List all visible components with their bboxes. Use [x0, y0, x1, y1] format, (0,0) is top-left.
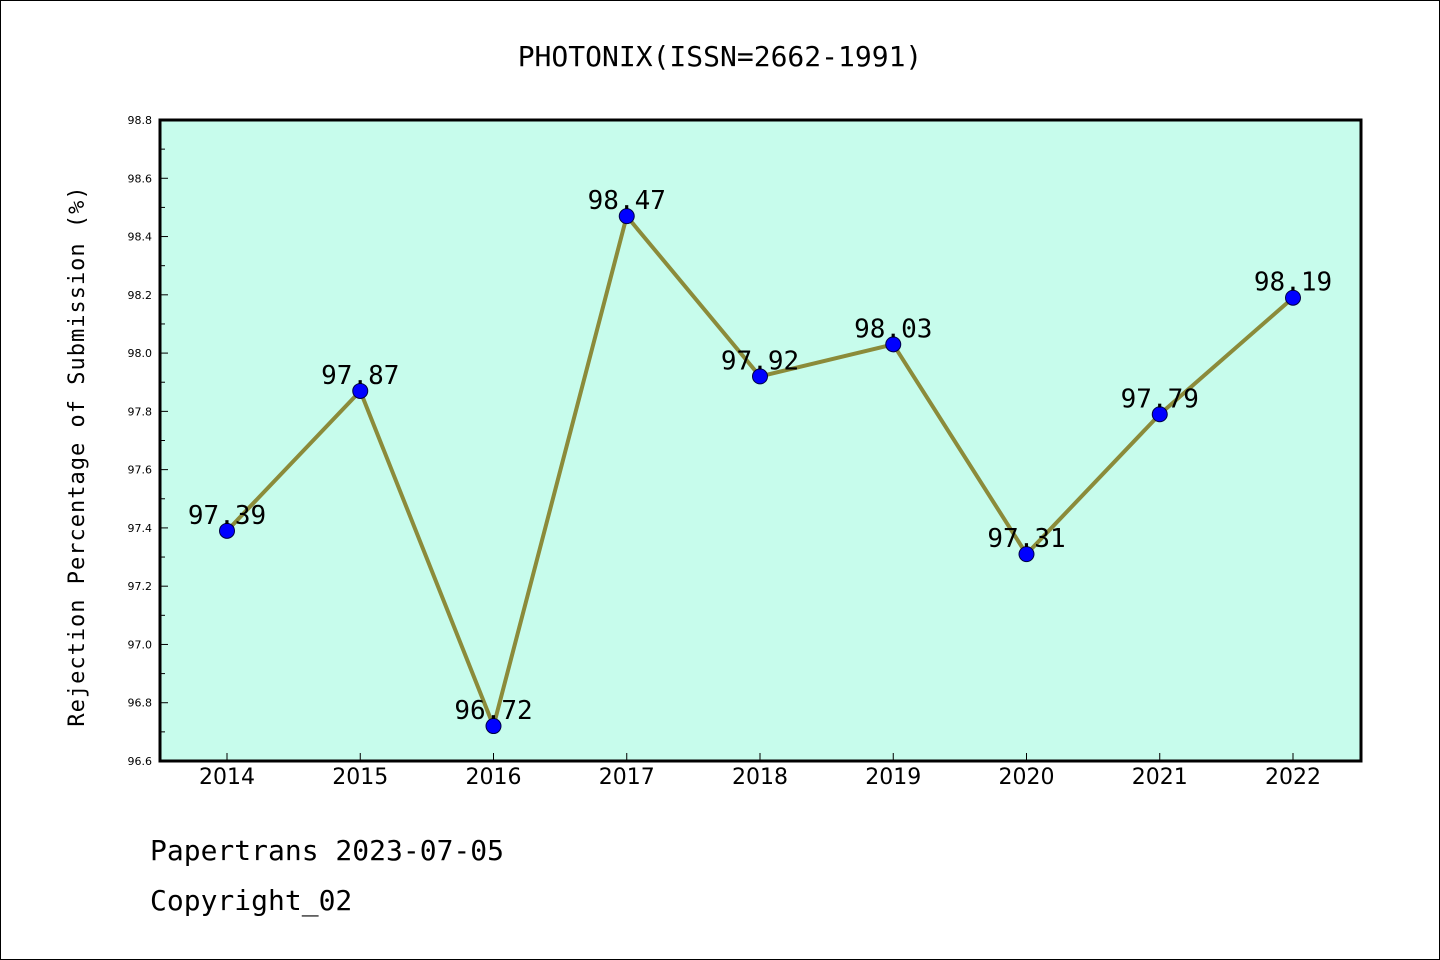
y-tick-label: 96.6 — [128, 755, 153, 768]
data-label: 97.92 — [721, 346, 799, 376]
y-axis-label: Rejection Percentage of Submission (%) — [65, 185, 90, 726]
data-point — [618, 208, 635, 225]
data-label: 96.72 — [454, 696, 532, 726]
data-point — [752, 368, 768, 385]
data-point — [352, 382, 369, 399]
y-tick-label: 98.4 — [128, 231, 153, 244]
footer-copyright: Copyright_02 — [150, 884, 353, 917]
plot-border — [158, 118, 1363, 763]
y-tick-label: 97.2 — [128, 580, 153, 593]
data-label: 97.39 — [188, 501, 266, 531]
data-point — [1018, 546, 1035, 563]
y-tick-label: 98.8 — [128, 114, 153, 127]
y-tick-label: 98.2 — [128, 289, 153, 302]
x-tick-label: 2022 — [1265, 765, 1321, 790]
y-tick-label: 98.6 — [128, 172, 153, 185]
x-tick-label: 2015 — [332, 765, 388, 790]
data-point — [485, 718, 502, 735]
plot-area — [160, 120, 1361, 761]
data-label: 97.87 — [321, 361, 399, 391]
y-tick-label: 96.8 — [128, 697, 153, 710]
y-tick-label: 98.0 — [128, 347, 153, 360]
x-tick-label: 2018 — [732, 765, 788, 790]
data-label: 98.47 — [588, 186, 666, 216]
x-tick-label: 2021 — [1132, 765, 1188, 790]
data-label: 98.19 — [1254, 268, 1332, 298]
series-layer: 97.39 97.87 96.72 98.47 97.92 98.03 97.31 97.79… — [188, 186, 1332, 735]
x-tick-label: 2020 — [999, 765, 1055, 790]
footer-publisher-date: Papertrans 2023-07-05 — [150, 834, 505, 867]
x-tick-label: 2019 — [865, 765, 921, 790]
x-axis: 2014 2015 2016 2017 2018 2019 2020 2021 2022 — [199, 753, 1321, 790]
y-tick-label: 97.8 — [128, 405, 153, 418]
y-tick-label: 97.0 — [128, 638, 153, 651]
data-point — [1285, 289, 1301, 306]
x-tick-label: 2016 — [466, 765, 522, 790]
data-point — [219, 522, 235, 539]
y-tick-label: 97.6 — [128, 464, 153, 477]
y-tick-label: 97.4 — [128, 522, 153, 535]
data-point — [885, 336, 902, 353]
x-tick-label: 2017 — [599, 765, 655, 790]
data-label: 97.31 — [987, 524, 1065, 554]
data-point — [1151, 406, 1168, 423]
chart-title: PHOTONIX(ISSN=2662-1991) — [518, 40, 923, 73]
data-label: 98.03 — [854, 314, 932, 344]
x-tick-label: 2014 — [199, 765, 255, 790]
data-label: 97.79 — [1121, 384, 1199, 414]
